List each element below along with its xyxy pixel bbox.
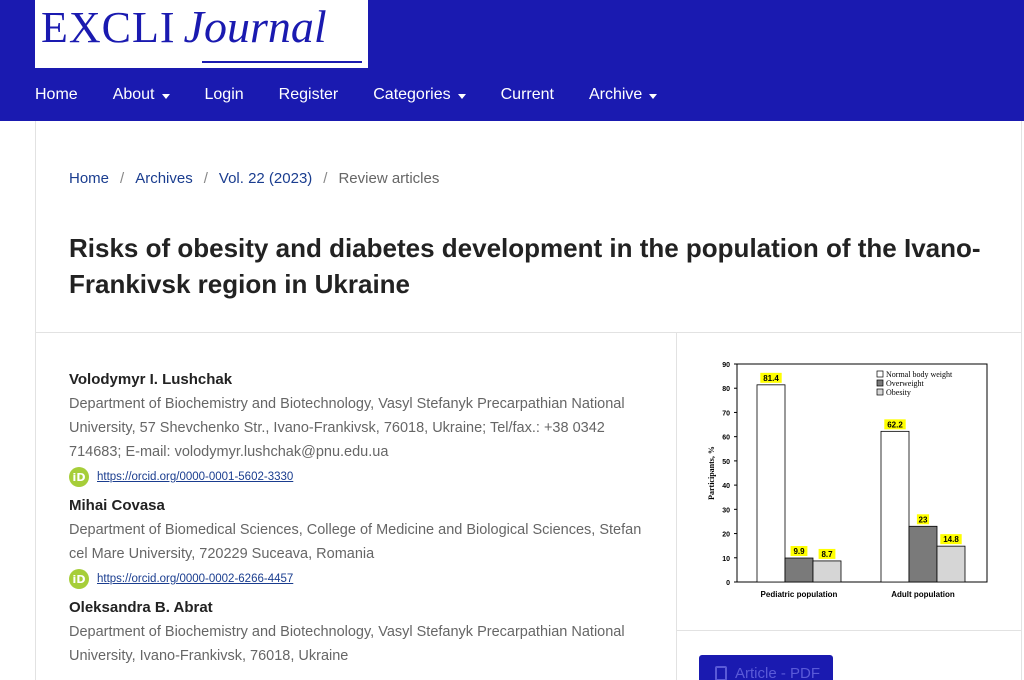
data-label-highlight	[790, 546, 808, 557]
nav-label: Login	[204, 86, 244, 103]
data-label: 62.2	[887, 420, 903, 429]
nav-label: About	[112, 86, 155, 103]
legend-swatch	[876, 388, 884, 396]
nav-archive[interactable]: Archive	[588, 86, 658, 104]
caret-down-icon	[649, 93, 658, 99]
orcid-link[interactable]: https://orcid.org/0000-0001-5602-3330	[97, 471, 294, 483]
content-frame	[35, 121, 1022, 680]
nav-login[interactable]: Login	[205, 86, 244, 104]
breadcrumb-separator: /	[203, 170, 208, 187]
data-label-highlight	[940, 534, 962, 545]
bar-chart: 0 10 20 30 40 50 60 70 80 90 Participants, % 81.4 62…	[707, 362, 988, 599]
site-header: EXCLI Journal Home About Login Register Categ…	[0, 0, 1024, 121]
breadcrumb-archives[interactable]: Archives	[135, 170, 193, 187]
plot-frame	[736, 363, 988, 583]
author-entry: Mihai Covasa Department of Biomedical Sci…	[69, 496, 649, 590]
breadcrumb-home[interactable]: Home	[69, 170, 110, 187]
data-label: 9.9	[793, 547, 805, 556]
legend-label: Normal body weight	[886, 370, 953, 379]
orcid-link[interactable]: https://orcid.org/0000-0002-6266-4457	[97, 573, 294, 585]
y-tick-label: 20	[722, 532, 730, 539]
nav-label: Archive	[588, 86, 643, 103]
y-tick-label: 0	[726, 580, 730, 587]
data-label-highlight	[916, 514, 930, 525]
y-tick-label: 40	[722, 483, 730, 490]
y-tick-label: 80	[722, 386, 730, 393]
y-axis-label: Participants, %	[707, 446, 716, 500]
author-name: Oleksandra B. Abrat	[69, 599, 213, 616]
legend-swatch	[876, 370, 884, 378]
author-name: Volodymyr I. Lushchak	[69, 371, 233, 388]
data-label-highlight	[884, 419, 906, 430]
nav-about[interactable]: About	[113, 86, 170, 104]
author-affiliation: Department of Biochemistry and Biotechno…	[69, 624, 625, 664]
y-tick-label: 60	[722, 435, 730, 442]
caret-down-icon	[161, 93, 170, 99]
orcid-row: iD https://orcid.org/0000-0002-6266-4457	[69, 568, 649, 590]
breadcrumb-separator: /	[120, 170, 125, 187]
article-figure: 0 10 20 30 40 50 60 70 80 90 Participants, % 81.4 62…	[700, 355, 1000, 605]
logo-underline	[202, 61, 362, 63]
orcid-row: iD https://orcid.org/0000-0001-5602-3330	[69, 466, 649, 488]
nav-label: Home	[35, 86, 78, 103]
document-icon	[715, 665, 727, 680]
data-label: 81.4	[763, 374, 779, 383]
bar-obesity	[936, 545, 966, 583]
author-list: Volodymyr I. Lushchak Department of Bioch…	[69, 370, 649, 676]
article-title: Risks of obesity and diabetes developmen…	[69, 233, 981, 299]
author-name: Mihai Covasa	[69, 497, 165, 514]
bar-normal-body-weight	[880, 430, 910, 583]
y-tick-label: 50	[722, 459, 730, 466]
breadcrumb: Home / Archives / Vol. 22 (2023) / Revie…	[69, 170, 439, 187]
data-label-highlight	[760, 372, 782, 383]
breadcrumb-issue[interactable]: Vol. 22 (2023)	[218, 170, 313, 187]
article-pdf-button[interactable]: Article - PDF	[699, 655, 833, 680]
y-tick-label: 90	[722, 362, 730, 369]
bar-normal-body-weight	[756, 384, 786, 583]
nav-current[interactable]: Current	[501, 86, 554, 104]
bar-overweight	[784, 557, 814, 583]
y-tick-label: 10	[722, 556, 730, 563]
nav-label: Register	[278, 86, 339, 103]
nav-label: Categories	[373, 86, 451, 103]
nav-register[interactable]: Register	[279, 86, 339, 104]
legend-label: Obesity	[886, 388, 911, 397]
author-affiliation: Department of Biochemistry and Biotechno…	[69, 396, 625, 460]
orcid-icon: iD	[69, 467, 89, 487]
site-logo[interactable]: EXCLI Journal	[35, 0, 368, 68]
logo-primary: EXCLI	[41, 3, 176, 52]
nav-label: Current	[500, 86, 554, 103]
author-affiliation: Department of Biomedical Sciences, Colle…	[69, 522, 642, 562]
nav-home[interactable]: Home	[35, 86, 78, 104]
logo-text: EXCLI Journal	[41, 2, 327, 63]
bar-obesity	[812, 560, 842, 583]
breadcrumb-current: Review articles	[338, 170, 440, 187]
column-divider	[676, 332, 677, 680]
author-entry: Oleksandra B. Abrat Department of Biochem…	[69, 598, 649, 668]
data-label: 14.8	[943, 535, 959, 544]
pdf-button-label: Article - PDF	[735, 664, 821, 680]
legend-label: Overweight	[886, 379, 925, 388]
divider	[36, 332, 1021, 333]
caret-down-icon	[457, 93, 466, 99]
x-category-label: Pediatric population	[761, 590, 838, 599]
data-label: 8.7	[821, 550, 833, 559]
y-tick-label: 70	[722, 410, 730, 417]
bar-overweight	[908, 525, 938, 583]
breadcrumb-separator: /	[323, 170, 328, 187]
data-label: 23	[919, 515, 928, 524]
legend-swatch	[876, 379, 884, 387]
author-entry: Volodymyr I. Lushchak Department of Bioch…	[69, 370, 649, 488]
nav-categories[interactable]: Categories	[373, 86, 466, 104]
orcid-icon: iD	[69, 569, 89, 589]
divider	[677, 630, 1021, 631]
x-category-label: Adult population	[891, 590, 955, 599]
logo-secondary: Journal	[183, 1, 327, 52]
main-nav: Home About Login Register Categories Current A…	[35, 86, 692, 104]
y-tick-label: 30	[722, 507, 730, 514]
data-label-highlight	[818, 548, 836, 559]
